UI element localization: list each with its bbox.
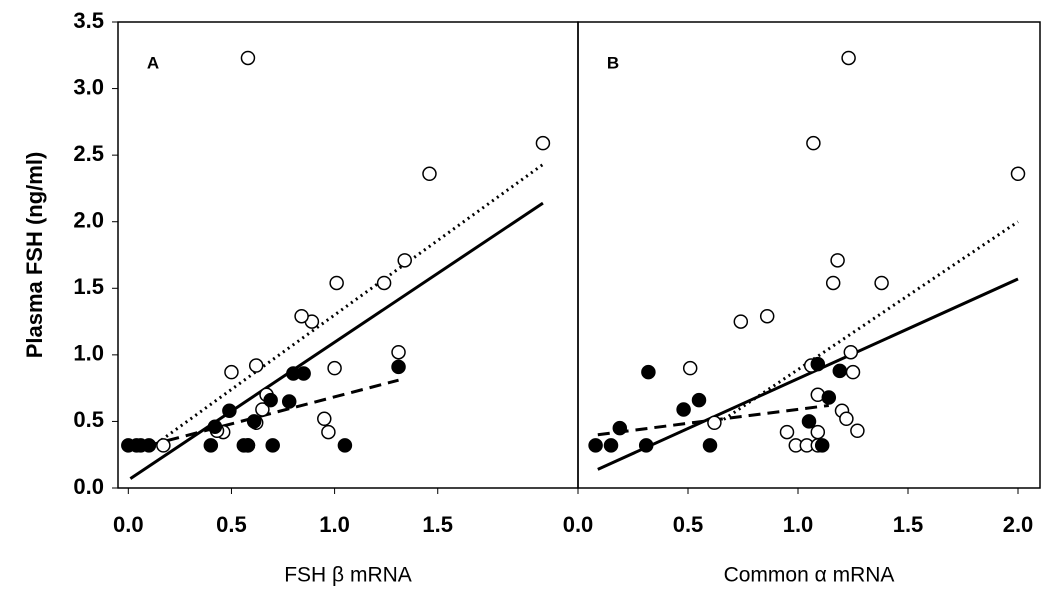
data-point — [612, 420, 628, 436]
data-point — [845, 364, 861, 380]
data-point — [337, 438, 353, 453]
data-point — [779, 424, 795, 440]
y-tick-label: 3.0 — [73, 74, 104, 99]
data-point — [702, 438, 718, 453]
data-point — [203, 438, 219, 453]
data-point — [321, 424, 336, 440]
data-point — [281, 394, 297, 409]
data-point — [265, 438, 280, 453]
data-point — [376, 275, 392, 291]
fit-line — [129, 201, 544, 480]
data-point — [638, 438, 654, 453]
data-point — [327, 360, 342, 376]
y-tick-label: 2.5 — [73, 141, 104, 166]
data-point — [810, 356, 826, 372]
data-point — [832, 363, 848, 379]
data-point — [691, 392, 707, 408]
data-point — [759, 308, 775, 324]
data-point — [141, 438, 157, 453]
data-point — [603, 438, 619, 453]
x-axis-label: Common α mRNA — [724, 564, 895, 587]
data-point — [391, 359, 406, 375]
data-point — [839, 411, 854, 427]
x-tick-label: 2.0 — [1003, 512, 1034, 537]
data-point — [246, 414, 262, 429]
data-point — [317, 411, 332, 427]
y-tick-label: 1.0 — [73, 341, 104, 366]
data-point — [707, 415, 722, 431]
data-point — [535, 135, 551, 151]
data-point — [156, 438, 171, 453]
data-point — [841, 50, 856, 66]
data-point — [296, 366, 311, 381]
data-point — [810, 424, 826, 440]
y-tick-label: 1.5 — [73, 274, 104, 299]
fit-line — [597, 277, 1019, 471]
data-point — [874, 275, 889, 291]
data-point — [1010, 166, 1026, 182]
y-axis-label: Plasma FSH (ng/ml) — [22, 152, 47, 359]
data-point — [641, 364, 656, 380]
data-point — [397, 253, 412, 268]
data-point — [814, 438, 830, 453]
y-tick-label: 3.5 — [73, 8, 104, 33]
data-point — [806, 135, 821, 151]
x-tick-label: 0.5 — [673, 512, 704, 537]
data-point — [222, 403, 237, 419]
panel-label: B — [607, 53, 619, 72]
fit-line — [717, 220, 1019, 425]
data-point — [263, 392, 278, 408]
x-tick-label: 1.5 — [893, 512, 924, 537]
x-axis-label: FSH β mRNA — [284, 564, 412, 587]
data-point — [207, 419, 223, 435]
y-tick-label: 0.0 — [73, 474, 104, 499]
x-tick-label: 0.0 — [113, 512, 144, 537]
data-point — [850, 423, 865, 438]
data-point — [843, 344, 859, 360]
data-point — [801, 414, 817, 429]
x-tick-label: 0.0 — [563, 512, 594, 537]
data-point — [733, 314, 749, 329]
data-point — [821, 390, 837, 405]
data-point — [240, 438, 256, 453]
data-point — [588, 438, 603, 453]
data-point — [825, 275, 841, 291]
panel-label: A — [147, 53, 159, 72]
x-tick-label: 1.0 — [783, 512, 814, 537]
data-point — [255, 402, 270, 417]
fit-line — [148, 378, 399, 447]
x-tick-label: 1.0 — [319, 512, 350, 537]
data-point — [329, 275, 344, 291]
data-point — [224, 364, 239, 380]
data-point — [830, 253, 845, 268]
plot-frame — [117, 21, 579, 489]
data-point — [422, 166, 437, 182]
data-point — [676, 402, 691, 417]
x-tick-label: 1.5 — [422, 512, 453, 537]
fit-line — [160, 163, 544, 442]
y-tick-label: 0.5 — [73, 407, 104, 432]
data-point — [294, 308, 309, 324]
plot-frame — [577, 21, 1041, 489]
data-point — [248, 358, 264, 373]
data-point — [391, 344, 406, 360]
data-point — [240, 50, 256, 66]
data-point — [682, 360, 698, 376]
y-tick-label: 2.0 — [73, 208, 104, 233]
x-tick-label: 0.5 — [216, 512, 247, 537]
